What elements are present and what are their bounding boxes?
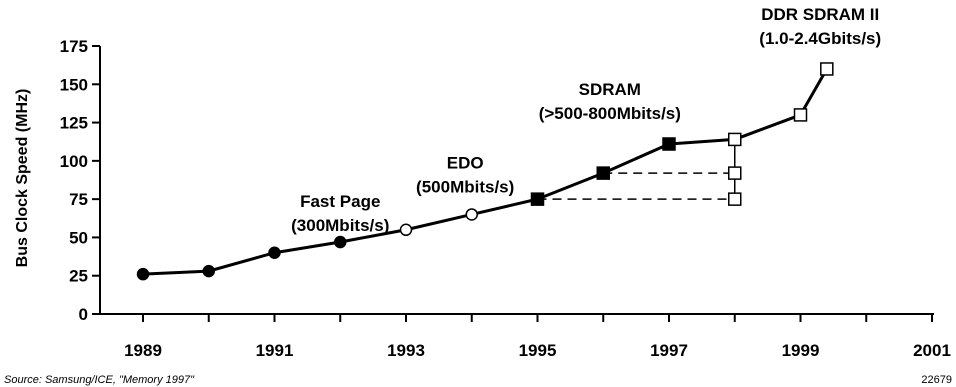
era-label: EDO — [447, 154, 484, 173]
y-tick-label: 175 — [60, 37, 88, 56]
era-annotations: Fast Page (300Mbits/s) EDO (500Mbits/s) SDRA… — [291, 5, 881, 235]
era-label: (>500-800Mbits/s) — [539, 104, 681, 123]
era-label: (1.0-2.4Gbits/s) — [759, 29, 881, 48]
data-point — [596, 166, 610, 180]
data-point — [820, 62, 834, 76]
y-tick-label: 25 — [69, 267, 88, 286]
data-point — [662, 137, 676, 151]
data-point — [728, 192, 742, 206]
x-tick-label: 1989 — [124, 341, 162, 360]
y-axis-title: Bus Clock Speed (MHz) — [14, 89, 31, 268]
era-label: (500Mbits/s) — [416, 178, 514, 197]
y-tick-label: 50 — [69, 228, 88, 247]
data-point — [136, 267, 150, 281]
y-tick-label: 100 — [60, 152, 88, 171]
y-tick-label: 150 — [60, 75, 88, 94]
data-point — [268, 246, 281, 259]
x-tick-label: 1995 — [519, 341, 557, 360]
y-tick-label: 75 — [69, 190, 88, 209]
source-note: Source: Samsung/ICE, "Memory 1997" — [4, 374, 195, 386]
data-point — [334, 235, 347, 249]
series-polyline — [142, 68, 829, 276]
data-point — [465, 208, 478, 221]
x-tick-label: 1993 — [387, 341, 425, 360]
x-tick-label: 2001 — [913, 341, 951, 360]
x-tick-label: 1991 — [256, 341, 294, 360]
x-tick-label: 1999 — [782, 341, 820, 360]
data-point — [793, 108, 808, 122]
data-point — [202, 264, 215, 278]
axes: 0 25 50 75 100 125 150 175 1989 1991 1993 1995 1997 1… — [60, 37, 951, 360]
x-tick-label: 1997 — [650, 341, 688, 360]
data-point — [728, 166, 742, 180]
data-point — [728, 132, 742, 147]
guide-lines — [537, 139, 736, 200]
figure-id: 22679 — [921, 374, 952, 386]
data-point — [530, 192, 545, 206]
series-line — [142, 68, 829, 276]
era-label: SDRAM — [579, 80, 641, 99]
era-label: (300Mbits/s) — [291, 216, 389, 235]
era-label: DDR SDRAM II — [761, 5, 879, 24]
data-markers — [136, 62, 834, 281]
era-label: Fast Page — [300, 192, 380, 211]
y-tick-label: 125 — [60, 114, 88, 133]
y-tick-label: 0 — [79, 305, 88, 324]
data-point — [399, 223, 413, 237]
